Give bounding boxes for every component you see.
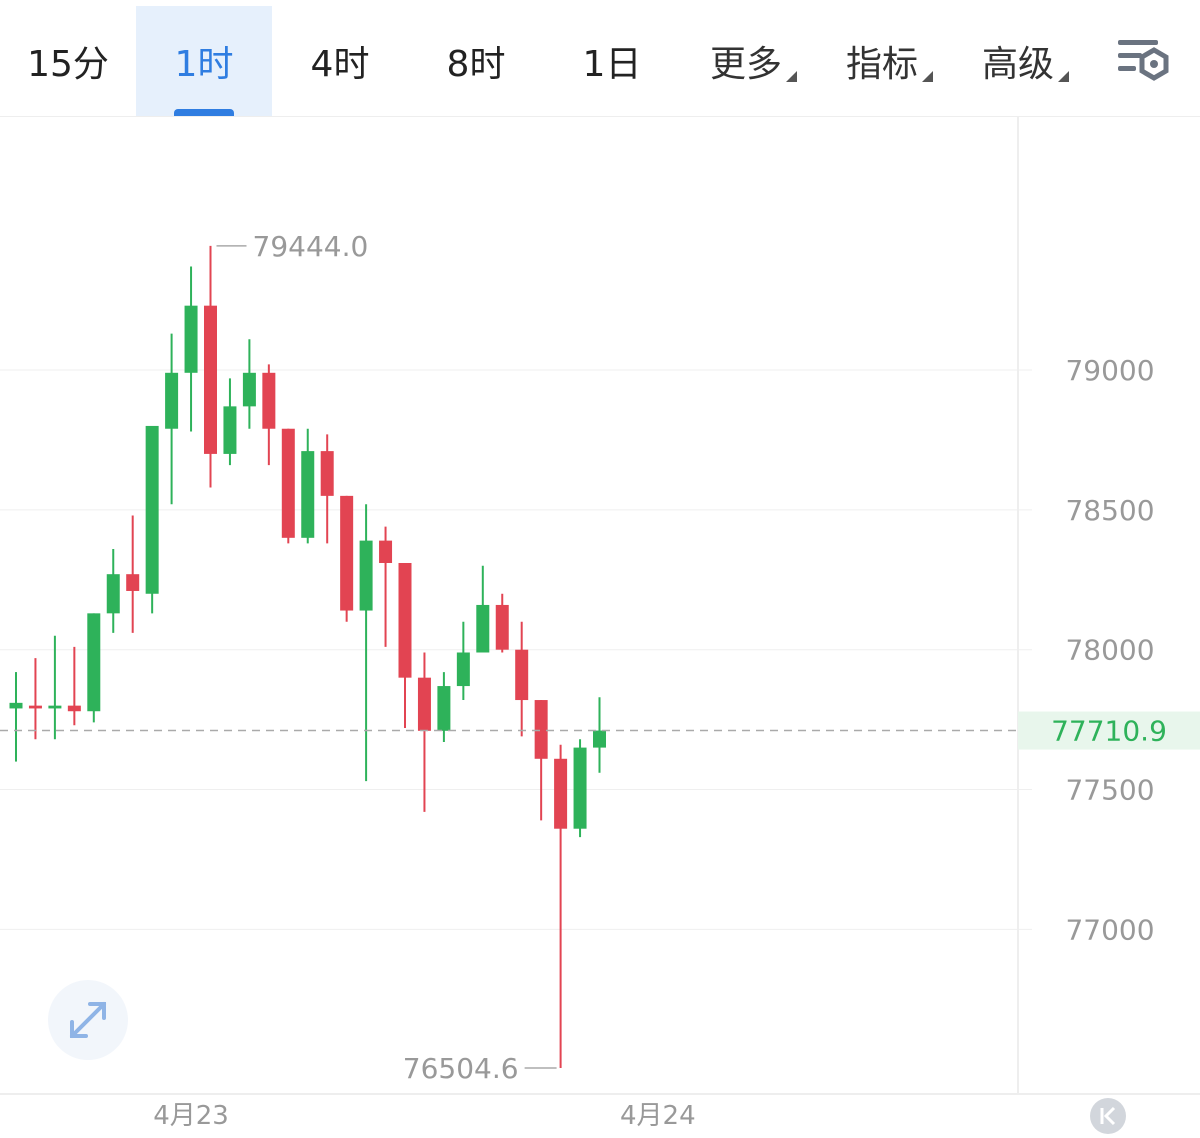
candle-body <box>242 372 256 407</box>
price-tick-label: 79000 <box>1065 354 1154 387</box>
candle-body <box>106 574 120 614</box>
candles <box>9 245 606 1068</box>
candle-body <box>28 705 42 709</box>
dropdown-corner-icon <box>786 70 798 82</box>
candle-body <box>320 451 334 496</box>
last-price-badge <box>1018 711 1200 750</box>
candle-body <box>379 540 393 563</box>
tab-1day[interactable]: 1日 <box>582 44 642 85</box>
candle-body <box>301 451 315 538</box>
candlestick-chart[interactable]: 79000 78500 78000 77500 77000 4月23 4月24 77710… <box>0 116 1200 1132</box>
candle-body <box>417 677 431 731</box>
candle-body <box>437 686 451 731</box>
expand-icon <box>70 1002 106 1038</box>
candle-body <box>456 652 470 687</box>
candle-body <box>165 372 179 429</box>
candle-body <box>87 613 101 712</box>
dropdown-corner-icon <box>922 70 934 82</box>
jump-to-latest-icon <box>1100 1106 1116 1126</box>
candle-body <box>204 305 217 454</box>
candle-body <box>515 649 529 701</box>
candle-body <box>262 372 276 429</box>
advanced-menu-label: 高级 <box>982 44 1055 85</box>
time-tick-label: 4月23 <box>153 1101 229 1131</box>
candle-body <box>398 562 412 678</box>
candle-body <box>126 574 140 591</box>
price-tick-label: 77000 <box>1065 913 1154 946</box>
tab-4hour[interactable]: 4时 <box>310 44 370 85</box>
high-price-label: 79444.0 <box>253 230 369 263</box>
more-menu-label: 更多 <box>710 44 783 85</box>
candle-body <box>554 758 568 829</box>
scroll-to-latest-button[interactable] <box>1090 1098 1126 1134</box>
timeframe-toolbar: 15分 1时 4时 8时 1日 更多 指标 高级 <box>0 0 1200 117</box>
last-price-label: 77710.9 <box>1051 715 1167 748</box>
price-tick-label: 78000 <box>1065 634 1154 667</box>
time-axis: 4月23 4月24 <box>153 1101 695 1131</box>
candle-body <box>476 604 490 653</box>
tab-1hour[interactable]: 1时 <box>136 6 272 116</box>
price-axis: 79000 78500 78000 77500 77000 <box>1065 354 1154 946</box>
indicators-menu[interactable]: 指标 <box>846 6 934 116</box>
candle-body <box>495 604 509 650</box>
candle-body <box>573 747 587 829</box>
candle-body <box>48 705 62 709</box>
extreme-markers: 79444.0 76504.6 <box>216 230 557 1085</box>
fullscreen-button[interactable] <box>48 980 128 1060</box>
indicators-menu-label: 指标 <box>846 44 919 85</box>
candle-body <box>359 540 373 611</box>
price-tick-label: 78500 <box>1065 494 1154 527</box>
candle-body <box>9 702 23 709</box>
candle-body <box>340 495 354 611</box>
candle-body <box>593 730 606 748</box>
candle-body <box>184 305 198 373</box>
candle-body <box>281 428 295 538</box>
tab-15min[interactable]: 15分 <box>27 44 109 85</box>
last-price-marker: 77710.9 <box>0 711 1200 750</box>
candle-body <box>534 700 548 759</box>
low-price-label: 76504.6 <box>403 1052 519 1085</box>
advanced-menu[interactable]: 高级 <box>982 6 1070 116</box>
chart-settings-icon <box>1118 40 1169 81</box>
more-menu[interactable]: 更多 <box>710 6 798 116</box>
candle-body <box>67 705 81 712</box>
price-tick-label: 77500 <box>1065 774 1154 807</box>
tab-8hour[interactable]: 8时 <box>446 44 506 85</box>
time-tick-label: 4月24 <box>620 1101 696 1131</box>
chart-settings-button[interactable] <box>1114 36 1174 86</box>
candle-body <box>223 406 237 454</box>
candle-body <box>145 425 159 594</box>
dropdown-corner-icon <box>1058 70 1070 82</box>
